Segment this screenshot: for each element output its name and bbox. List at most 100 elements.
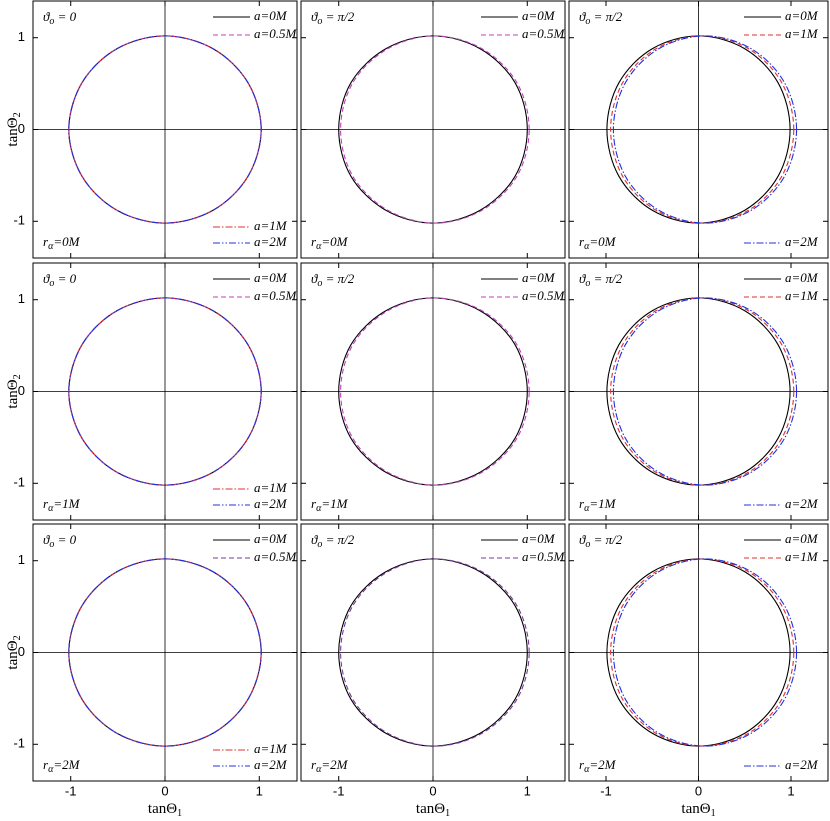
legend-label: a=0M xyxy=(522,270,556,285)
radius-label-text: =2M xyxy=(589,757,616,772)
legend-label: a=2M xyxy=(254,496,288,511)
radius-label-base: r xyxy=(43,234,49,249)
radius-label-sub: α xyxy=(584,241,590,252)
observer-label: ϑo = 0 xyxy=(43,532,77,550)
observer-label-sub: o xyxy=(49,539,54,550)
observer-label-text: = π/2 xyxy=(590,532,622,547)
y-axis-label: tanΘ2 xyxy=(5,374,23,408)
observer-label-base: ϑ xyxy=(311,271,318,286)
radius-label-base: r xyxy=(579,234,585,249)
shadow-curve xyxy=(68,297,262,486)
y-tick-label: -1 xyxy=(13,213,25,228)
y-tick-label: 1 xyxy=(18,291,25,306)
radius-label-sub: α xyxy=(48,764,54,775)
legend-label: a=1M xyxy=(785,288,819,303)
radius-label-base: r xyxy=(311,234,317,249)
radius-label: rα=1M xyxy=(579,496,617,514)
radius-label-sub: α xyxy=(316,241,322,252)
shadow-curve xyxy=(606,35,791,224)
shadow-curve xyxy=(612,558,798,747)
observer-label-text: = π/2 xyxy=(590,9,622,24)
observer-label-base: ϑ xyxy=(311,9,318,24)
x-axis-label: tanΘ1 xyxy=(148,801,182,819)
radius-label-sub: α xyxy=(48,503,54,514)
observer-label-base: ϑ xyxy=(579,271,586,286)
legend-label: a=0.5M xyxy=(254,288,298,303)
y-axis-label-sub: 2 xyxy=(12,635,23,640)
observer-label-sub: o xyxy=(585,278,590,289)
legend-label: a=1M xyxy=(254,480,288,495)
x-tick-label: -1 xyxy=(600,783,612,798)
shadow-curve xyxy=(338,297,528,486)
observer-label-text: = π/2 xyxy=(322,9,354,24)
radius-label-text: =1M xyxy=(53,496,80,511)
x-axis-label-sub: 1 xyxy=(177,808,182,819)
y-tick-label: -1 xyxy=(13,736,25,751)
legend-label: a=2M xyxy=(254,757,288,772)
y-tick-label: 0 xyxy=(18,121,25,136)
legend-label: a=0M xyxy=(254,270,288,285)
observer-label-sub: o xyxy=(585,539,590,550)
legend-label: a=0.5M xyxy=(522,26,566,41)
x-tick-label: 0 xyxy=(429,783,436,798)
shadow-curve xyxy=(610,297,795,486)
legend-label: a=0M xyxy=(785,531,819,546)
observer-label: ϑo = π/2 xyxy=(579,271,623,289)
observer-label: ϑo = π/2 xyxy=(579,9,623,27)
observer-label-text: = π/2 xyxy=(322,532,354,547)
x-tick-label: 0 xyxy=(161,783,168,798)
shadow-curve xyxy=(68,35,262,224)
radius-label-text: =2M xyxy=(53,757,80,772)
radius-label-base: r xyxy=(43,757,49,772)
observer-label-sub: o xyxy=(317,278,322,289)
shadow-curve xyxy=(340,35,530,224)
x-axis-label-sub: 1 xyxy=(711,808,716,819)
radius-label-sub: α xyxy=(316,503,322,514)
radius-label-base: r xyxy=(579,496,585,511)
y-tick-label: 1 xyxy=(18,552,25,567)
radius-label-text: =0M xyxy=(53,234,80,249)
legend-label: a=1M xyxy=(254,218,288,233)
legend-label: a=0.5M xyxy=(254,26,298,41)
shadow-curve xyxy=(606,297,791,486)
x-tick-label: 1 xyxy=(787,783,794,798)
radius-label-text: =1M xyxy=(321,496,348,511)
observer-label: ϑo = π/2 xyxy=(311,532,355,550)
shadow-curve xyxy=(612,297,798,486)
radius-label-base: r xyxy=(579,757,585,772)
y-tick-label: -1 xyxy=(13,475,25,490)
y-axis-label-base: tanΘ xyxy=(5,379,21,408)
x-axis-label-base: tanΘ xyxy=(681,801,710,817)
legend-label: a=0M xyxy=(785,270,819,285)
observer-label: ϑo = 0 xyxy=(43,9,77,27)
radius-label-sub: α xyxy=(584,764,590,775)
x-tick-label: -1 xyxy=(65,783,77,798)
x-tick-label: 0 xyxy=(695,783,702,798)
legend-label: a=1M xyxy=(785,549,819,564)
x-tick-label: 1 xyxy=(524,783,531,798)
y-tick-label: 0 xyxy=(18,644,25,659)
radius-label: rα=0M xyxy=(311,234,349,252)
x-axis-label-base: tanΘ xyxy=(416,801,445,817)
shadow-curve xyxy=(612,35,798,224)
observer-label-base: ϑ xyxy=(43,532,50,547)
radius-label-base: r xyxy=(311,496,317,511)
observer-label-base: ϑ xyxy=(43,271,50,286)
radius-label: rα=2M xyxy=(43,757,81,775)
observer-label: ϑo = π/2 xyxy=(311,9,355,27)
x-axis-label: tanΘ1 xyxy=(416,801,450,819)
radius-label-sub: α xyxy=(48,241,54,252)
x-axis-label-base: tanΘ xyxy=(148,801,177,817)
y-axis-label-sub: 2 xyxy=(12,112,23,117)
shadow-curve xyxy=(340,297,530,486)
observer-label-base: ϑ xyxy=(311,532,318,547)
legend-label: a=0M xyxy=(254,8,288,23)
y-axis-label-base: tanΘ xyxy=(5,640,21,669)
observer-label-text: = 0 xyxy=(54,9,76,24)
radius-label-sub: α xyxy=(584,503,590,514)
legend-label: a=0.5M xyxy=(522,549,566,564)
y-axis-label-base: tanΘ xyxy=(5,117,21,146)
shadow-curve xyxy=(610,35,795,224)
